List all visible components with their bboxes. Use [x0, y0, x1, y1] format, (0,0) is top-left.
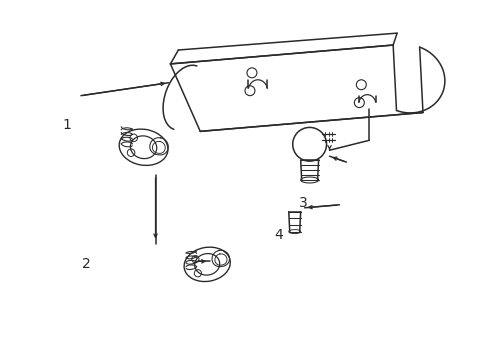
- Text: 3: 3: [298, 196, 306, 210]
- Text: 2: 2: [82, 257, 91, 271]
- Text: 1: 1: [62, 118, 71, 132]
- Text: 4: 4: [274, 228, 283, 242]
